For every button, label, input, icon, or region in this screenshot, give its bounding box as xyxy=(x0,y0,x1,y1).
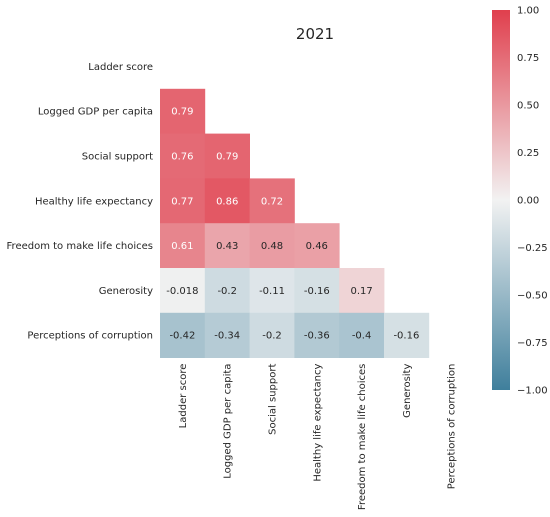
colorbar-tick-label: 0.75 xyxy=(517,53,539,64)
cell-annotation: 0.79 xyxy=(216,152,238,163)
cell-annotation: 0.17 xyxy=(350,286,372,297)
colorbar-tick-label: 0.25 xyxy=(517,148,539,159)
colorbar-ticks: 1.00 0.75 0.50 0.25 0.00 −0.25 −0.50 −0.75 −1.00 xyxy=(517,6,548,397)
colorbar-tick-label: −0.75 xyxy=(517,338,548,349)
x-tick-label: Perceptions of corruption xyxy=(447,364,458,490)
colorbar xyxy=(492,10,510,390)
y-axis-tick-labels: Ladder score Logged GDP per capita Social … xyxy=(7,62,154,342)
x-tick-label: Ladder score xyxy=(178,364,189,429)
colorbar-tick-label: 0.50 xyxy=(517,101,539,112)
x-tick-label: Logged GDP per capita xyxy=(223,364,234,479)
y-tick-label: Logged GDP per capita xyxy=(38,107,153,118)
colorbar-tick-label: −0.25 xyxy=(517,243,548,254)
y-tick-label: Generosity xyxy=(99,286,153,297)
y-tick-label: Healthy life expectancy xyxy=(35,196,153,207)
cell-annotation: 0.86 xyxy=(216,196,238,207)
cell-annotation: -0.34 xyxy=(214,331,240,342)
cell-annotation: 0.76 xyxy=(171,152,193,163)
x-axis-tick-labels: Ladder score Logged GDP per capita Social … xyxy=(178,364,458,511)
y-tick-label: Ladder score xyxy=(88,62,153,73)
cell-annotation: 0.79 xyxy=(171,107,193,118)
cell-annotation: 0.46 xyxy=(306,241,328,252)
heatmap-cells xyxy=(160,89,429,358)
x-tick-label: Healthy life expectancy xyxy=(312,364,323,482)
cell-annotation: 0.43 xyxy=(216,241,238,252)
y-tick-label: Social support xyxy=(82,152,153,163)
cell-annotation: -0.018 xyxy=(166,286,198,297)
colorbar-tick-label: −0.50 xyxy=(517,291,548,302)
colorbar-tick-label: 0.00 xyxy=(517,196,539,207)
cell-annotation: -0.36 xyxy=(304,331,330,342)
chart-title: 2021 xyxy=(296,25,334,43)
cell-annotation: 0.72 xyxy=(261,196,283,207)
cell-annotation: 0.77 xyxy=(171,196,193,207)
cell-annotation: -0.2 xyxy=(217,286,237,297)
cell-annotation: -0.4 xyxy=(352,331,372,342)
colorbar-tick-label: −1.00 xyxy=(517,386,548,397)
x-tick-label: Freedom to make life choices xyxy=(357,364,368,510)
colorbar-tick-label: 1.00 xyxy=(517,6,539,17)
cell-annotation: -0.11 xyxy=(259,286,285,297)
cell-annotation: 0.48 xyxy=(261,241,283,252)
cell-annotation: 0.61 xyxy=(171,241,193,252)
y-tick-label: Freedom to make life choices xyxy=(7,241,153,252)
cell-annotation: -0.2 xyxy=(262,331,282,342)
y-tick-label: Perceptions of corruption xyxy=(27,331,153,342)
cell-annotation: -0.42 xyxy=(169,331,195,342)
x-tick-label: Social support xyxy=(268,364,279,435)
cell-annotation: -0.16 xyxy=(393,331,419,342)
x-tick-label: Generosity xyxy=(402,364,413,418)
cell-annotation: -0.16 xyxy=(304,286,330,297)
